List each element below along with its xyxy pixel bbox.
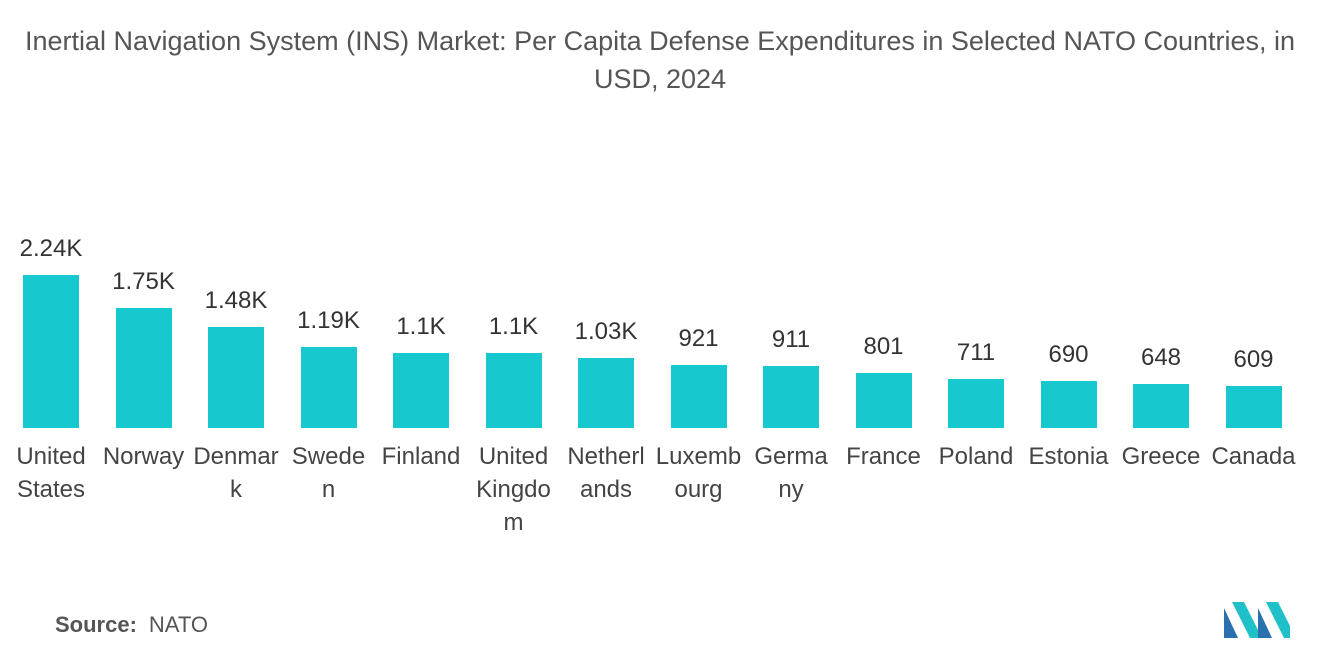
value-label: 1.1K xyxy=(488,312,539,340)
logo-shape xyxy=(1232,602,1262,638)
bar xyxy=(578,357,634,428)
logo-shape xyxy=(1266,602,1290,638)
bar xyxy=(393,352,449,428)
source: Source: NATO xyxy=(55,612,208,638)
source-text: NATO xyxy=(148,612,209,637)
bar xyxy=(670,365,727,428)
value-label: 1.03K xyxy=(574,317,638,345)
x-tick-label: Canada xyxy=(1211,443,1296,470)
value-label: 2.24K xyxy=(19,235,83,262)
x-tick-label: United Kingdom xyxy=(476,443,551,536)
value-label: 711 xyxy=(956,339,996,367)
value-label: 801 xyxy=(863,333,904,361)
value-label: 1.1K xyxy=(396,312,446,340)
x-tick-label: Luxembourg xyxy=(655,443,742,503)
x-tick-label: Finland xyxy=(381,443,461,470)
bar xyxy=(855,373,912,428)
x-tick-label: Estonia xyxy=(1028,443,1109,470)
logo-shape xyxy=(1224,608,1238,638)
bar xyxy=(948,379,1004,428)
bar xyxy=(23,275,79,428)
value-label: 1.19K xyxy=(297,306,360,334)
chart-title: Inertial Navigation System (INS) Market:… xyxy=(24,26,1296,94)
x-tick-label: Poland xyxy=(938,443,1014,470)
x-tick-label: Norway xyxy=(102,443,185,470)
value-label: 911 xyxy=(771,325,811,353)
bar xyxy=(485,352,542,428)
logo xyxy=(1224,602,1290,638)
source-label: Source: xyxy=(55,612,137,637)
value-label: 1.75K xyxy=(112,268,175,296)
x-tick-label: France xyxy=(846,443,921,470)
bar xyxy=(300,346,357,428)
value-label: 1.48K xyxy=(204,286,268,314)
x-tick-label: Netherlands xyxy=(567,443,645,503)
bar xyxy=(1133,383,1189,428)
bar xyxy=(115,308,172,428)
bar xyxy=(763,365,819,428)
bar xyxy=(1040,380,1097,428)
bar xyxy=(208,326,264,428)
x-tick-label: Denmark xyxy=(193,443,279,503)
x-tick-label: Sweden xyxy=(291,443,366,503)
value-label: 648 xyxy=(1140,343,1182,371)
x-tick-label: United States xyxy=(16,443,86,503)
logo-shape xyxy=(1258,608,1272,638)
value-label: 690 xyxy=(1048,340,1089,368)
value-label: 609 xyxy=(1233,346,1274,374)
x-tick-label: Greece xyxy=(1121,443,1201,470)
bar xyxy=(1225,386,1282,428)
value-label: 921 xyxy=(678,325,719,353)
x-tick-label: Germany xyxy=(754,443,828,503)
